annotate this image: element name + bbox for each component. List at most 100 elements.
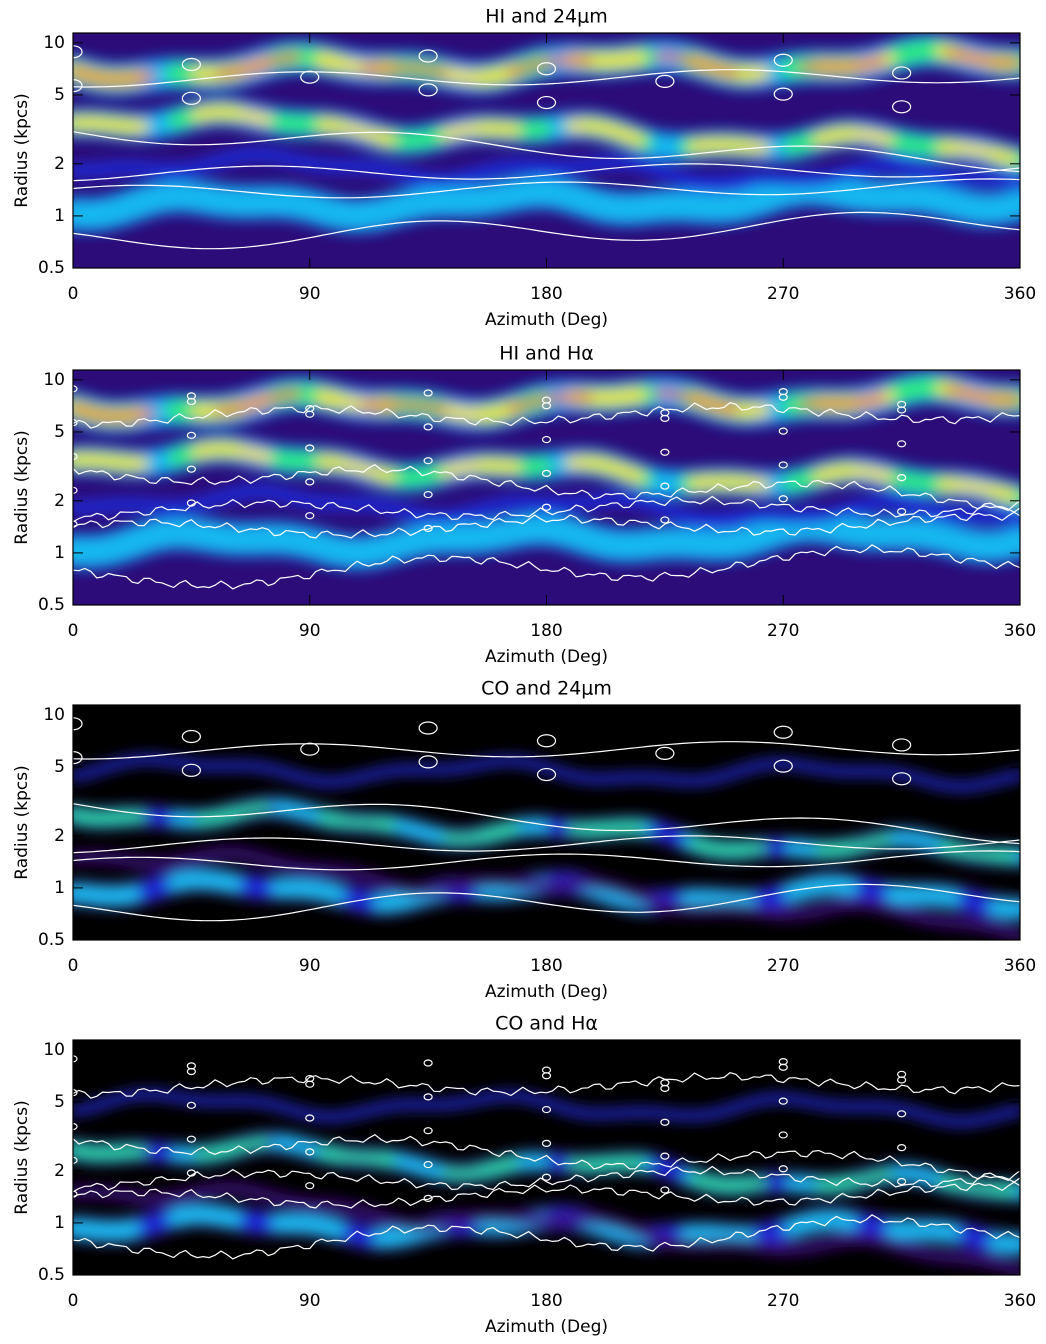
y-axis-label: Radius (kpcs) (12, 430, 32, 545)
contour (73, 1165, 1020, 1193)
contour (897, 440, 907, 448)
contour (73, 211, 1020, 250)
heatmap-bands (73, 33, 1020, 234)
contour (778, 1165, 788, 1173)
contour (423, 1093, 433, 1101)
contour (73, 741, 1020, 760)
contour (300, 70, 320, 84)
y-tick-label: 5 (54, 85, 65, 105)
contour (536, 767, 557, 782)
contour (73, 385, 78, 393)
contour (897, 1070, 907, 1078)
contour (897, 1110, 907, 1118)
x-tick-label: 0 (68, 1291, 79, 1311)
x-tick-label: 90 (299, 1291, 321, 1311)
contour (418, 721, 438, 735)
contour (73, 486, 78, 494)
contour (73, 1072, 1020, 1099)
y-tick-label: 5 (54, 1092, 65, 1112)
contour (181, 763, 201, 777)
heatmap (73, 370, 1020, 605)
y-tick-label: 2 (54, 491, 65, 511)
x-tick-label: 360 (1004, 621, 1036, 641)
x-tick-label: 180 (530, 284, 562, 304)
contour (773, 759, 793, 773)
contour (660, 482, 670, 490)
contour (541, 469, 552, 477)
contour (73, 178, 1020, 199)
y-tick-label: 1 (54, 543, 65, 563)
contour (305, 478, 315, 486)
contour (897, 1144, 907, 1152)
chart-title: CO and Hα (495, 1013, 598, 1035)
contour (773, 53, 793, 67)
contour (897, 507, 907, 516)
contour (305, 1114, 315, 1122)
contour (892, 66, 912, 80)
heatmap-bands (73, 1089, 1020, 1275)
contour (536, 62, 557, 76)
contour (541, 1173, 552, 1181)
y-tick-label: 5 (54, 422, 65, 442)
contour (418, 49, 438, 63)
contour (186, 1135, 196, 1143)
contour (186, 1062, 196, 1070)
contour (186, 392, 196, 400)
x-tick-label: 180 (530, 1291, 562, 1311)
y-tick-label: 10 (43, 1040, 65, 1060)
y-tick-label: 5 (54, 757, 65, 777)
x-axis-label: Azimuth (Deg) (485, 982, 608, 1002)
contour (778, 495, 788, 503)
contour (655, 74, 675, 89)
contour (73, 402, 1020, 429)
y-tick-label: 0.5 (38, 258, 65, 278)
contour (660, 1186, 670, 1194)
contour (778, 1097, 788, 1105)
contour (897, 1177, 907, 1186)
heatmap-band (73, 106, 1020, 167)
heatmap (73, 33, 1020, 268)
contour (660, 1079, 670, 1087)
contour (305, 404, 315, 413)
contour (897, 474, 907, 482)
contour (655, 746, 675, 761)
x-axis-label: Azimuth (Deg) (485, 310, 608, 330)
contour (186, 1101, 196, 1109)
contour (778, 461, 788, 469)
chart-title: HI and 24μm (485, 6, 608, 28)
contour (423, 524, 433, 532)
contour (660, 448, 670, 456)
contour (423, 1127, 433, 1135)
x-tick-label: 270 (767, 1291, 799, 1311)
y-tick-label: 0.5 (38, 1265, 65, 1285)
contour (541, 1105, 552, 1114)
x-tick-label: 180 (530, 621, 562, 641)
contour (73, 520, 78, 528)
contour (778, 427, 788, 435)
heatmap-band (73, 802, 1020, 861)
contour (73, 1190, 78, 1198)
contour (892, 772, 912, 786)
heatmap-bands (73, 370, 1020, 571)
chart-title: HI and Hα (499, 343, 594, 365)
contour (423, 389, 433, 397)
x-tick-label: 270 (767, 956, 799, 976)
heatmap (73, 1040, 1020, 1275)
contour (305, 1182, 315, 1190)
contour (73, 803, 1020, 845)
contour (73, 69, 1020, 88)
contour (418, 755, 438, 769)
heatmap-bands (73, 754, 1020, 940)
contour (186, 431, 196, 439)
contour (73, 131, 1020, 173)
heatmap-band (73, 846, 1020, 940)
contour (423, 1194, 433, 1202)
y-tick-label: 2 (54, 1161, 65, 1181)
contour (778, 388, 788, 396)
contour (300, 742, 320, 756)
contour (892, 738, 912, 752)
y-tick-label: 0.5 (38, 930, 65, 950)
x-axis-label: Azimuth (Deg) (485, 647, 608, 667)
